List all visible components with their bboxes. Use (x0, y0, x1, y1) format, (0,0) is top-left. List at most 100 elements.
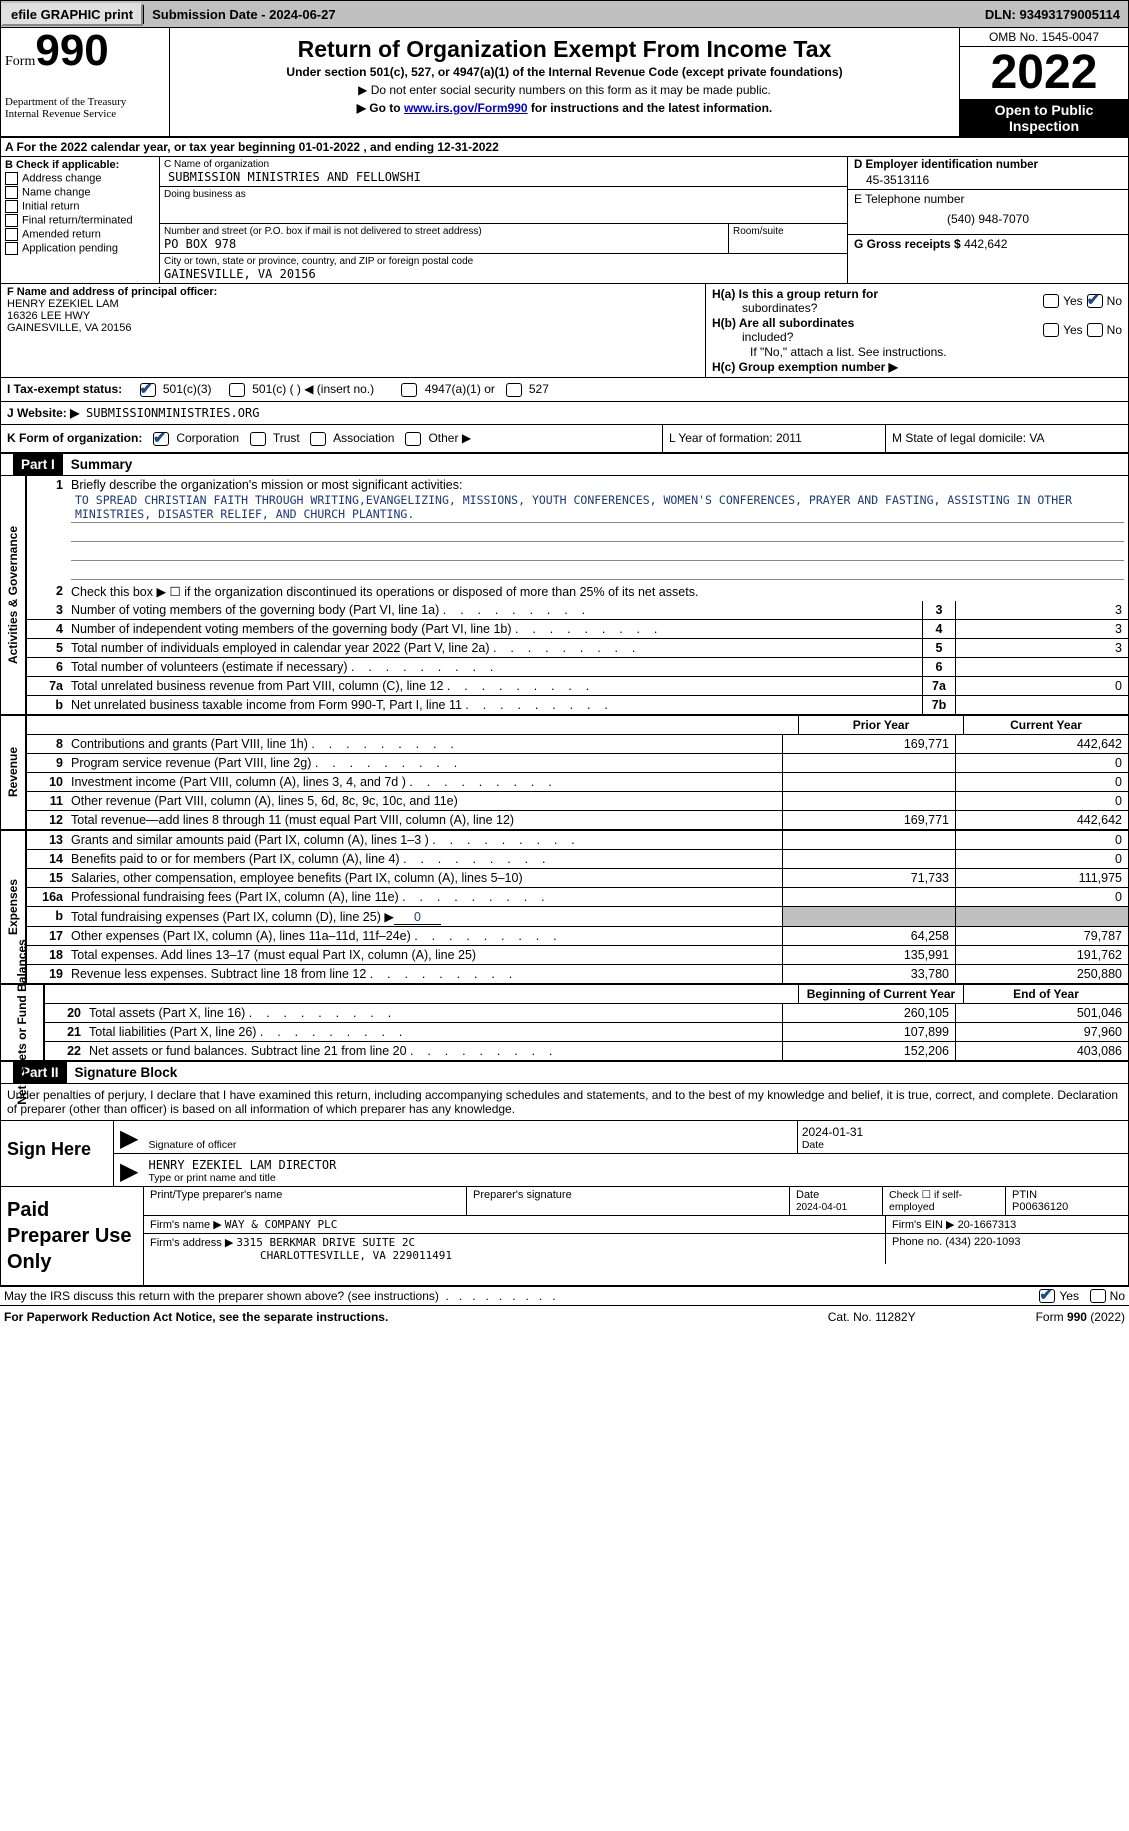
line15-curr: 111,975 (955, 869, 1128, 887)
mission-text: TO SPREAD CHRISTIAN FAITH THROUGH WRITIN… (71, 492, 1124, 523)
line2: Check this box ▶ ☐ if the organization d… (67, 582, 1128, 601)
sig-date-cell: 2024-01-31Date (797, 1121, 1128, 1153)
cb-application-pending[interactable]: Application pending (5, 242, 155, 255)
cb-501c[interactable] (229, 383, 245, 397)
line4-val: 3 (955, 620, 1128, 638)
line18-text: Total expenses. Add lines 13–17 (must eq… (67, 946, 782, 964)
part2-header: Part II Signature Block (0, 1062, 1129, 1084)
tax-status-label: I Tax-exempt status: (7, 382, 122, 396)
line7a-text: Total unrelated business revenue from Pa… (67, 677, 922, 695)
city-label: City or town, state or province, country… (164, 256, 473, 267)
line14-curr: 0 (955, 850, 1128, 868)
firm-name-cell: Firm's name ▶ WAY & COMPANY PLC (144, 1216, 886, 1233)
discuss-no-checkbox[interactable] (1090, 1289, 1106, 1303)
line11-curr: 0 (955, 792, 1128, 810)
cb-initial-return[interactable]: Initial return (5, 200, 155, 213)
line12-text: Total revenue—add lines 8 through 11 (mu… (67, 811, 782, 829)
cb-other[interactable] (405, 432, 421, 446)
line7b-text: Net unrelated business taxable income fr… (67, 696, 922, 714)
hb-no-checkbox[interactable] (1087, 323, 1103, 337)
cb-name-change[interactable]: Name change (5, 186, 155, 199)
prep-sig-label: Preparer's signature (467, 1187, 790, 1215)
line7a-val: 0 (955, 677, 1128, 695)
col-b-title: B Check if applicable: (5, 159, 119, 171)
part1-header: Part I Summary (0, 454, 1129, 476)
ha-no-checkbox[interactable] (1087, 294, 1103, 308)
cb-final-return[interactable]: Final return/terminated (5, 214, 155, 227)
footer-bottom: For Paperwork Reduction Act Notice, see … (0, 1306, 1129, 1328)
line13-curr: 0 (955, 831, 1128, 849)
prep-row-3: Firm's address ▶ 3315 BERKMAR DRIVE SUIT… (144, 1234, 1128, 1264)
goto-pre: ▶ Go to (357, 101, 404, 115)
line16a-prior (782, 888, 955, 906)
side-revenue: Revenue (1, 716, 27, 829)
line19-prior: 33,780 (782, 965, 955, 983)
part1-expenses: Expenses 13Grants and similar amounts pa… (0, 831, 1129, 985)
line8-curr: 442,642 (955, 735, 1128, 753)
form-label: Form (5, 54, 35, 69)
omb-number: OMB No. 1545-0047 (960, 28, 1128, 47)
discuss-yes-checkbox[interactable] (1039, 1289, 1055, 1303)
line11-prior (782, 792, 955, 810)
hdr-prior-year: Prior Year (798, 716, 963, 734)
line21-text: Total liabilities (Part X, line 26) (85, 1023, 782, 1041)
submission-date: Submission Date - 2024-06-27 (143, 5, 344, 24)
section-bcde: B Check if applicable: Address change Na… (0, 157, 1129, 284)
hb-yes-checkbox[interactable] (1043, 323, 1059, 337)
cb-amended-return[interactable]: Amended return (5, 228, 155, 241)
cb-trust[interactable] (250, 432, 266, 446)
line20-beg: 260,105 (782, 1004, 955, 1022)
line21-end: 97,960 (955, 1023, 1128, 1041)
cat-no: Cat. No. 11282Y (828, 1310, 916, 1324)
line15-prior: 71,733 (782, 869, 955, 887)
col-de: D Employer identification number 45-3513… (847, 157, 1128, 283)
phone-label: E Telephone number (854, 192, 1122, 206)
h-c: H(c) Group exemption number ▶ (712, 360, 1122, 374)
line21-beg: 107,899 (782, 1023, 955, 1041)
penalties-text: Under penalties of perjury, I declare th… (0, 1084, 1129, 1121)
line12-curr: 442,642 (955, 811, 1128, 829)
discuss-text: May the IRS discuss this return with the… (4, 1289, 1035, 1304)
irs-link[interactable]: www.irs.gov/Form990 (404, 101, 528, 115)
line17-curr: 79,787 (955, 927, 1128, 945)
col-f-officer: F Name and address of principal officer:… (1, 284, 706, 377)
line16b-val: 0 (394, 910, 441, 925)
cb-501c3[interactable] (140, 383, 156, 397)
cb-527[interactable] (506, 383, 522, 397)
cb-association[interactable] (310, 432, 326, 446)
cb-address-change[interactable]: Address change (5, 172, 155, 185)
line6-text: Total number of volunteers (estimate if … (67, 658, 922, 676)
paid-preparer-section: Paid Preparer Use Only Print/Type prepar… (0, 1187, 1129, 1287)
street-value: PO BOX 978 (164, 237, 236, 251)
room-cell: Room/suite (729, 224, 847, 253)
omb-block: OMB No. 1545-0047 2022 Open to Public In… (959, 28, 1128, 136)
side-activities: Activities & Governance (1, 476, 27, 714)
line13-prior (782, 831, 955, 849)
prep-name-label: Print/Type preparer's name (144, 1187, 467, 1215)
city-value: GAINESVILLE, VA 20156 (164, 267, 316, 281)
efile-print-button[interactable]: efile GRAPHIC print (1, 3, 143, 26)
line22-text: Net assets or fund balances. Subtract li… (85, 1042, 782, 1060)
org-name-value: SUBMISSION MINISTRIES AND FELLOWSHI (168, 170, 421, 184)
line16b-text: Total fundraising expenses (Part IX, col… (67, 907, 782, 926)
line18-curr: 191,762 (955, 946, 1128, 964)
line16a-curr: 0 (955, 888, 1128, 906)
cb-corporation[interactable] (153, 432, 169, 446)
ein-value: 45-3513116 (854, 173, 1122, 187)
ha-yes-checkbox[interactable] (1043, 294, 1059, 308)
street-cell: Number and street (or P.O. box if mail i… (160, 224, 729, 253)
line4-text: Number of independent voting members of … (67, 620, 922, 638)
line7b-val (955, 696, 1128, 714)
line13-text: Grants and similar amounts paid (Part IX… (67, 831, 782, 849)
line10-text: Investment income (Part VIII, column (A)… (67, 773, 782, 791)
officer-label: F Name and address of principal officer: (7, 286, 217, 298)
line5-val: 3 (955, 639, 1128, 657)
cb-4947[interactable] (401, 383, 417, 397)
line22-beg: 152,206 (782, 1042, 955, 1060)
line12-prior: 169,771 (782, 811, 955, 829)
arrow-icon: ▶ (114, 1124, 144, 1153)
h-b: H(b) Are all subordinates included? Yes … (712, 316, 1122, 344)
hdr-current-year: Current Year (963, 716, 1128, 734)
col-c-org-info: C Name of organization SUBMISSION MINIST… (160, 157, 847, 283)
form-title-block: Return of Organization Exempt From Incom… (170, 28, 959, 136)
